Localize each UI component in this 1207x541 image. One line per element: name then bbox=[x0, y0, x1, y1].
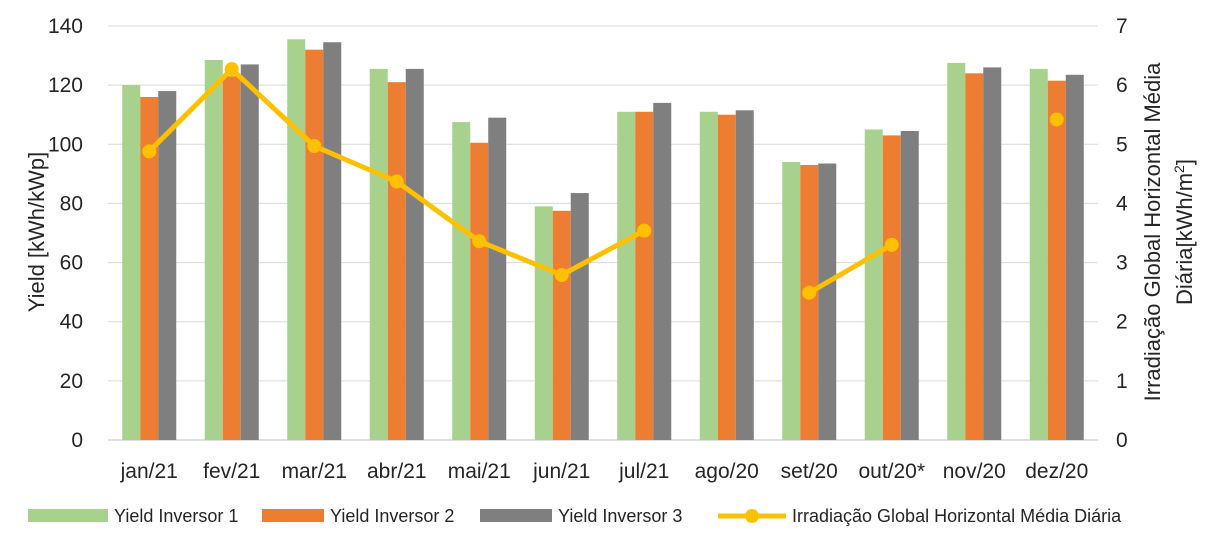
y-tick-label: 20 bbox=[60, 370, 83, 393]
y-tick-label: 140 bbox=[48, 15, 83, 38]
bar bbox=[617, 111, 636, 440]
y2-tick-label: 0 bbox=[1116, 429, 1128, 452]
bar bbox=[222, 76, 241, 441]
x-tick-label: mai/21 bbox=[448, 460, 511, 483]
bar bbox=[158, 91, 177, 441]
bar bbox=[204, 60, 223, 440]
bar bbox=[782, 162, 801, 440]
y-tick-label: 60 bbox=[60, 252, 83, 275]
x-tick-label: abr/21 bbox=[367, 460, 427, 483]
left-axis-ticks: 0 20 40 60 80 100 120 140 bbox=[48, 15, 83, 452]
left-axis-title: Yield [kWh/kWp] bbox=[24, 152, 49, 313]
x-tick-label: fev/21 bbox=[203, 460, 260, 483]
legend: Yield Inversor 1 Yield Inversor 2 Yield In… bbox=[28, 506, 1122, 526]
data-point bbox=[307, 139, 322, 154]
legend-label: Yield Inversor 3 bbox=[558, 506, 682, 526]
legend-swatch bbox=[262, 509, 324, 522]
bar bbox=[699, 111, 718, 440]
x-tick-label: mar/21 bbox=[282, 460, 347, 483]
bar bbox=[323, 42, 342, 441]
bar bbox=[534, 206, 553, 440]
data-point bbox=[224, 62, 239, 77]
bar bbox=[570, 193, 589, 440]
y2-tick-label: 7 bbox=[1116, 15, 1128, 38]
legend-label: Irradiação Global Horizontal Média Diári… bbox=[792, 506, 1122, 526]
y2-tick-label: 5 bbox=[1116, 133, 1128, 156]
bar bbox=[635, 111, 654, 440]
x-tick-label: ago/20 bbox=[695, 460, 759, 483]
x-tick-label: out/20* bbox=[858, 460, 925, 483]
data-point bbox=[554, 267, 569, 282]
series-line bbox=[807, 242, 894, 295]
bar bbox=[240, 64, 259, 440]
bar bbox=[122, 85, 141, 441]
legend-swatch bbox=[28, 509, 108, 522]
y2-tick-label: 3 bbox=[1116, 252, 1128, 275]
right-axis-title: Irradiação Global Horizontal Média bbox=[1140, 62, 1165, 401]
bar bbox=[488, 117, 507, 441]
x-tick-label: dez/20 bbox=[1025, 460, 1088, 483]
bar bbox=[965, 73, 984, 441]
category-axis-ticks: jan/21 fev/21 mar/21 abr/21 mai/21 jun/21 jul/… bbox=[120, 460, 1089, 483]
bar bbox=[140, 96, 159, 440]
bar bbox=[882, 135, 901, 440]
bar bbox=[387, 82, 406, 440]
x-tick-label: nov/20 bbox=[943, 460, 1006, 483]
legend-label: Yield Inversor 1 bbox=[114, 506, 238, 526]
bar-series bbox=[122, 39, 1084, 441]
data-point bbox=[389, 174, 404, 189]
right-axis-title-line1: Irradiação Global Horizontal Média bbox=[1140, 62, 1165, 401]
y-tick-label: 120 bbox=[48, 74, 83, 97]
y2-tick-label: 2 bbox=[1116, 311, 1128, 334]
y-tick-label: 80 bbox=[60, 192, 83, 215]
right-axis-title-line2: Diária[kWh/m2] bbox=[1171, 159, 1197, 305]
legend-label: Yield Inversor 2 bbox=[330, 506, 454, 526]
x-tick-label: jan/21 bbox=[120, 460, 178, 483]
y-tick-label: 40 bbox=[60, 311, 83, 334]
legend-marker bbox=[745, 509, 759, 523]
bar bbox=[900, 130, 919, 440]
data-point bbox=[1049, 112, 1064, 127]
bar bbox=[405, 68, 424, 440]
x-tick-label: jun/21 bbox=[532, 460, 590, 483]
bar bbox=[1047, 80, 1066, 440]
legend-swatch bbox=[480, 509, 552, 522]
bar bbox=[470, 142, 489, 441]
x-tick-label: jul/21 bbox=[618, 460, 669, 483]
bar bbox=[452, 122, 471, 440]
bar bbox=[287, 39, 306, 441]
bar bbox=[818, 163, 837, 440]
bar bbox=[1065, 74, 1084, 441]
data-point bbox=[884, 237, 899, 252]
data-point bbox=[637, 223, 652, 238]
bar bbox=[1029, 68, 1048, 440]
bar bbox=[800, 164, 819, 440]
bar bbox=[864, 129, 883, 440]
y2-tick-label: 1 bbox=[1116, 370, 1128, 393]
bar bbox=[552, 210, 571, 440]
bar bbox=[735, 110, 754, 441]
y2-tick-label: 4 bbox=[1116, 192, 1128, 215]
bar bbox=[983, 67, 1002, 441]
data-point bbox=[142, 144, 157, 159]
y2-tick-label: 6 bbox=[1116, 74, 1128, 97]
bar bbox=[947, 62, 966, 440]
data-point bbox=[472, 234, 487, 249]
y-tick-label: 100 bbox=[48, 133, 83, 156]
line-series bbox=[142, 62, 1064, 300]
bar bbox=[653, 102, 672, 440]
right-axis-ticks: 0 1 2 3 4 5 6 7 bbox=[1116, 15, 1128, 452]
data-point bbox=[802, 285, 817, 300]
y-tick-label: 0 bbox=[71, 429, 83, 452]
x-tick-label: set/20 bbox=[781, 460, 838, 483]
bar bbox=[369, 68, 388, 440]
bar bbox=[717, 114, 736, 440]
gridlines bbox=[108, 25, 1098, 441]
bar bbox=[305, 49, 324, 441]
